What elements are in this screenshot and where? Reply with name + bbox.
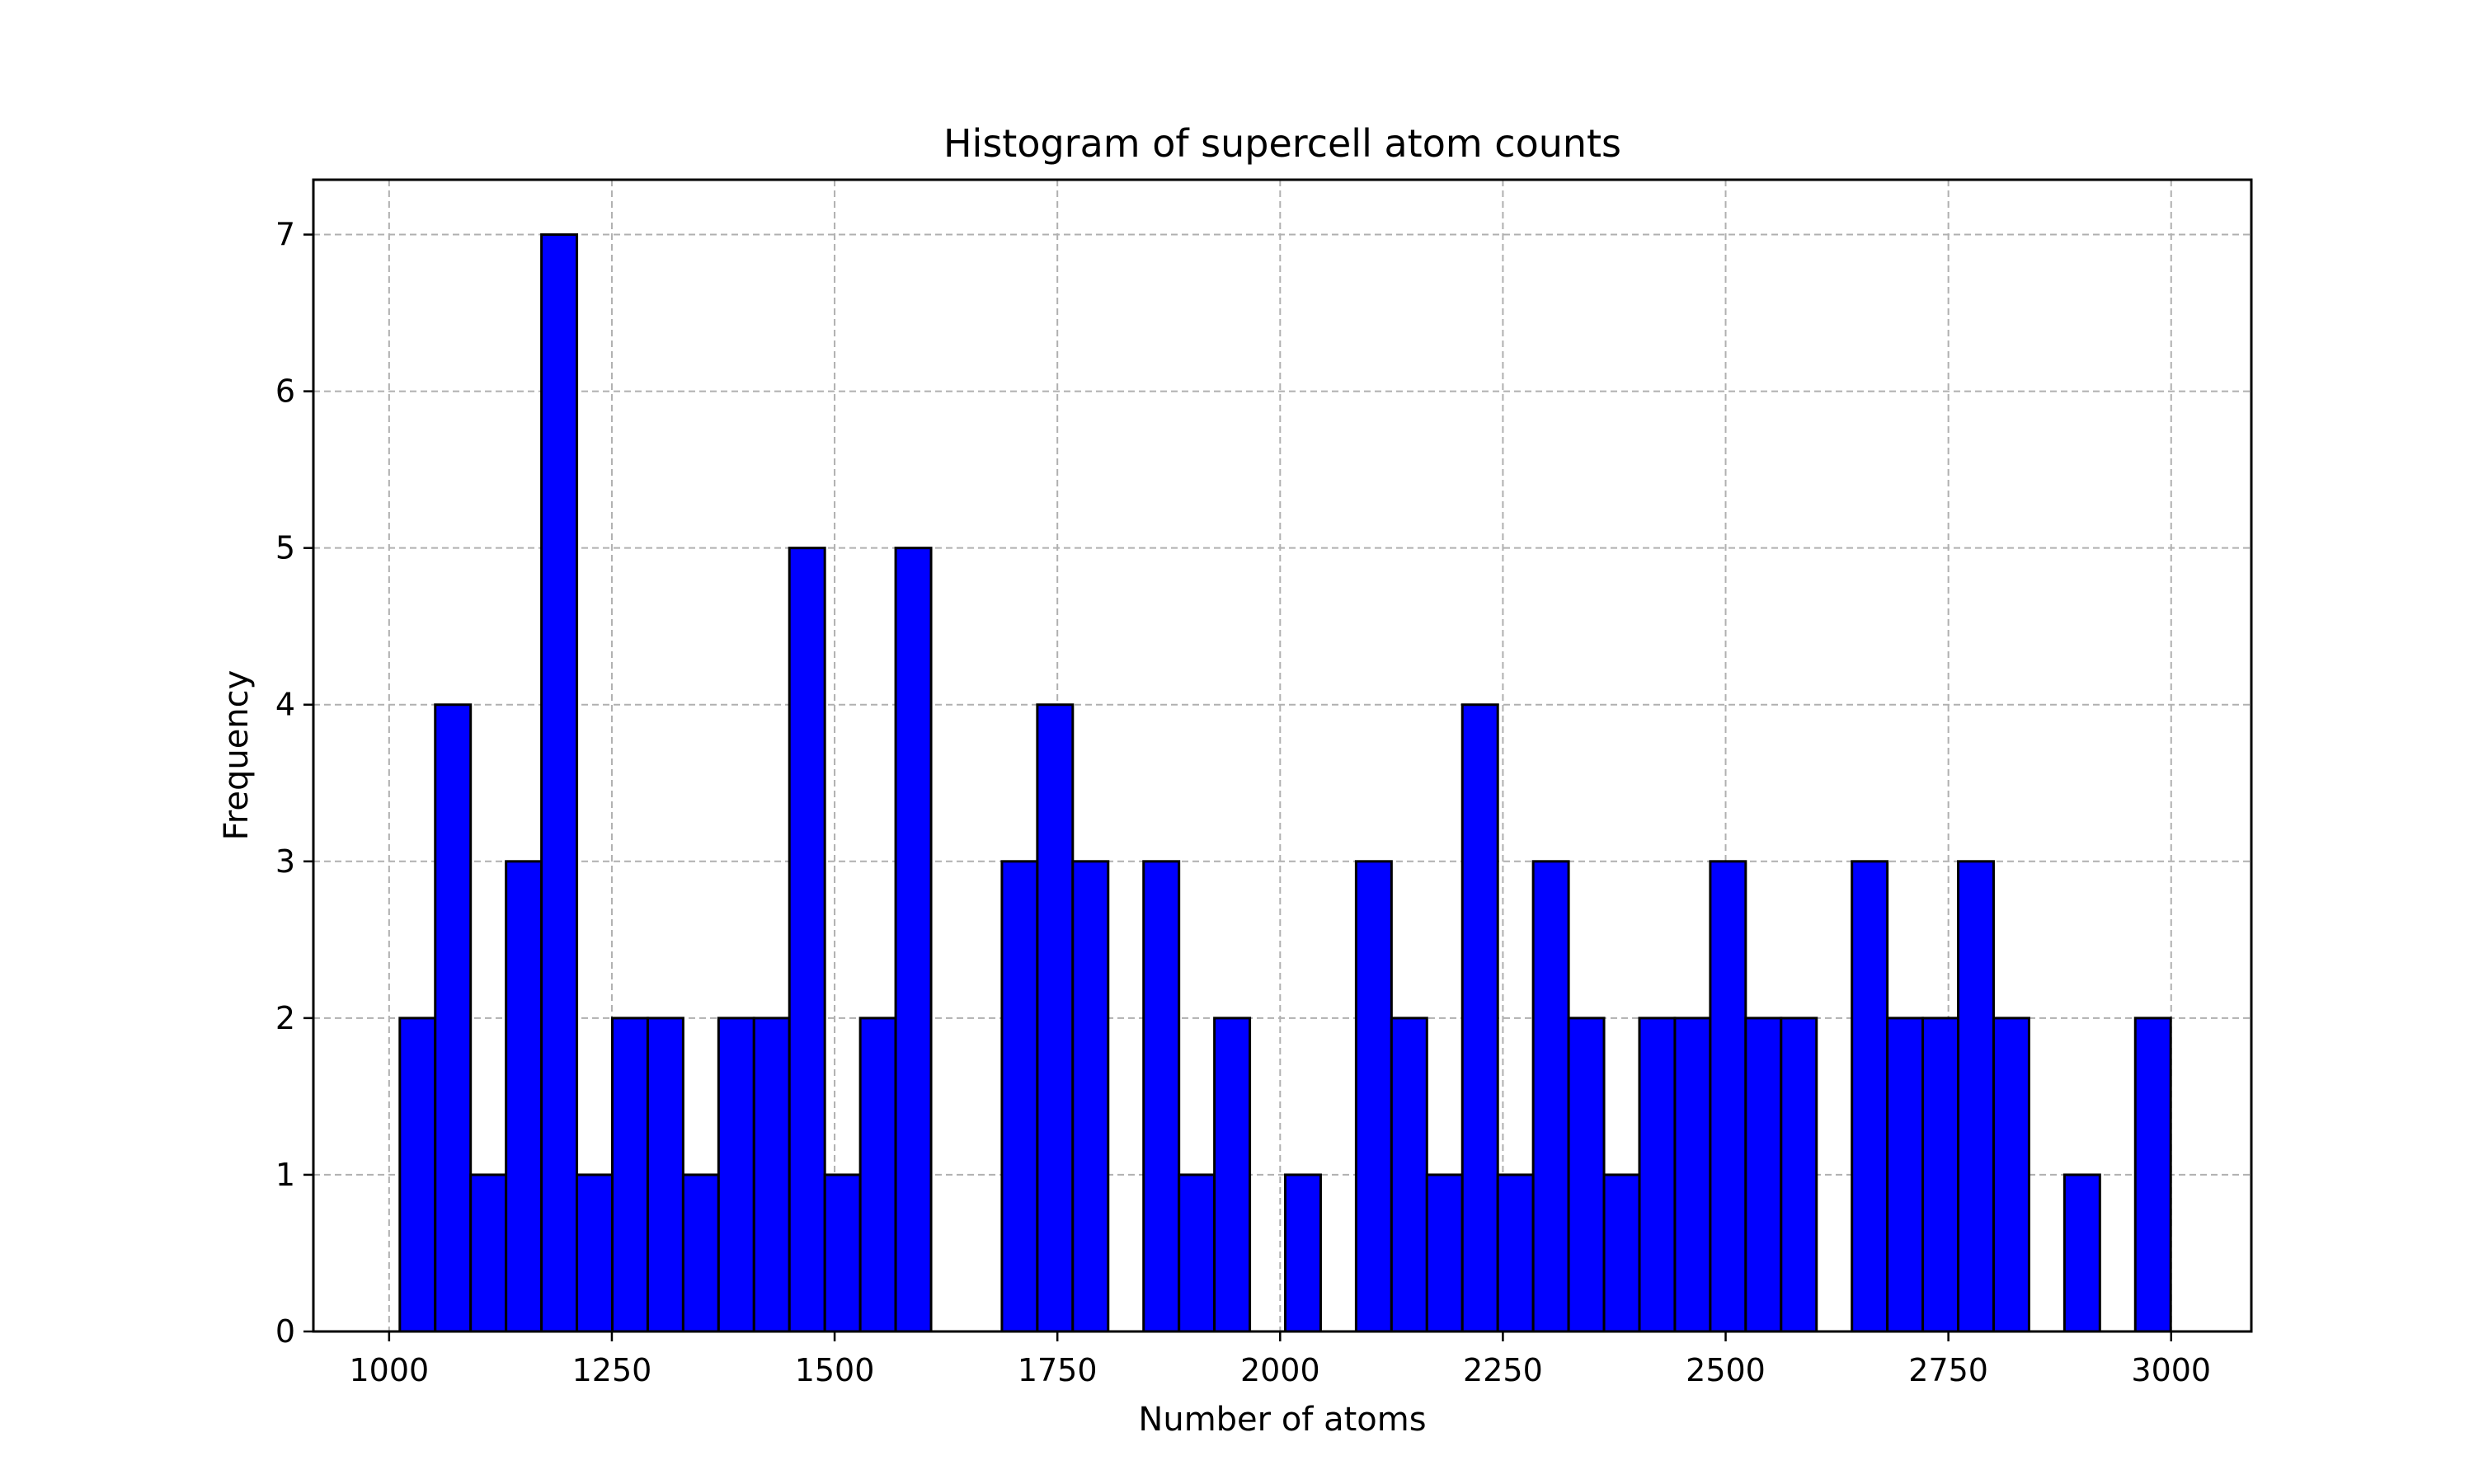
histogram-bar [646,1017,684,1333]
histogram-bar [398,1017,437,1333]
histogram-bar [1851,860,1889,1333]
x-tick-label: 2500 [1686,1352,1766,1388]
histogram-bar [1957,860,1995,1333]
y-tick-label: 5 [275,530,295,566]
histogram-bar [823,1173,862,1333]
histogram-bar [1780,1017,1818,1333]
histogram-bar [1744,1017,1783,1333]
histogram-bar [469,1173,508,1333]
histogram-bar [1460,703,1499,1333]
y-tick-label: 4 [275,687,295,723]
histogram-bar [1496,1173,1535,1333]
histogram-bar [1531,860,1570,1333]
histogram-bar [610,1017,649,1333]
y-tick-label: 7 [275,217,295,253]
histogram-bar [1709,860,1747,1333]
histogram-bar [1390,1017,1428,1333]
y-axis-ticks: 0 1 2 3 4 5 6 7 [275,217,313,1350]
y-tick-label: 0 [275,1313,295,1350]
x-tick-label: 1250 [572,1352,652,1388]
histogram-bar [858,1017,897,1333]
y-tick-label: 2 [275,1000,295,1036]
x-tick-label: 2750 [1908,1352,1988,1388]
histogram-bar [540,233,579,1333]
histogram-bar [1213,1017,1252,1333]
histogram-bar [1354,860,1393,1333]
histogram-bar [788,547,826,1333]
histogram-bar [576,1173,614,1333]
histogram-bar [894,547,933,1333]
histogram-bars [398,233,2172,1333]
histogram-bar [1921,1017,1960,1333]
plot-frame [312,178,2253,1333]
histogram-bar [2062,1173,2101,1333]
histogram-bar [505,860,543,1333]
histogram-bar [1673,1017,1712,1333]
histogram-bar [1142,860,1181,1333]
histogram-bar [1992,1017,2030,1333]
histogram-bar [1071,860,1110,1333]
histogram-bar [1178,1173,1216,1333]
histogram-bar [1425,1173,1464,1333]
y-axis-title: Frequency [218,670,256,841]
histogram-bar [2133,1017,2172,1333]
x-tick-label: 3000 [2131,1352,2211,1388]
x-axis-ticks: 1000 1250 1500 1750 2000 2250 2500 2750 3000 [349,1331,2211,1388]
x-tick-label: 1000 [349,1352,429,1388]
histogram-bar [1036,703,1075,1333]
histogram-bar [1567,1017,1606,1333]
y-tick-label: 1 [275,1157,295,1193]
x-tick-label: 1500 [795,1352,875,1388]
histogram-bar [681,1173,720,1333]
x-tick-label: 2250 [1463,1352,1543,1388]
y-tick-label: 6 [275,373,295,410]
histogram-bar [1284,1173,1322,1333]
y-tick-label: 3 [275,843,295,880]
histogram-bar [434,703,473,1333]
histogram-bar [752,1017,791,1333]
histogram-bar [1000,860,1039,1333]
histogram-bar [1886,1017,1925,1333]
histogram-bar [1602,1173,1641,1333]
chart-title: Histogram of supercell atom counts [943,121,1621,166]
x-axis-title: Number of atoms [1138,1401,1426,1439]
histogram-bar [717,1017,755,1333]
x-tick-label: 2000 [1240,1352,1320,1388]
x-tick-label: 1750 [1018,1352,1098,1388]
histogram-bar [1638,1017,1677,1333]
